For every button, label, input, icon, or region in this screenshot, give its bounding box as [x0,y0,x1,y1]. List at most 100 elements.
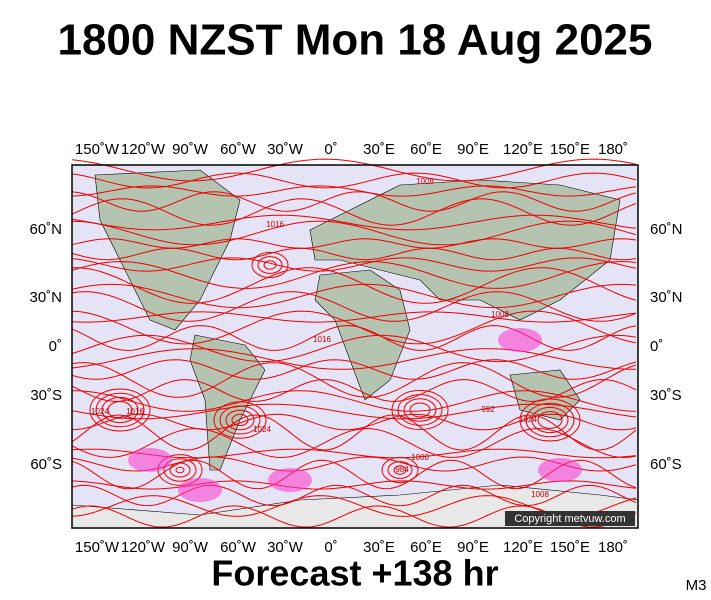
lon-label-bottom: 120˚E [503,539,543,556]
isobar [71,283,637,309]
lon-label-bottom: 180˚ [598,539,628,556]
isobar [71,484,637,507]
lon-label-top: 90˚W [172,141,209,158]
precip [178,478,222,502]
isobar [263,260,277,270]
forecast: Forecast +138 hr [211,553,498,594]
lat-label-left: 30˚S [30,387,62,404]
isobar [71,413,637,431]
lat-label-left: 0˚ [49,338,62,355]
lat-label-right: 60˚S [650,456,682,473]
isobar [531,406,569,434]
lon-label-bottom: 60˚E [410,539,442,556]
isobar [393,465,407,475]
isobar [71,379,637,402]
isobar [219,405,261,435]
lon-label-bottom: 30˚W [267,539,304,556]
lat-label-right: 0˚ [650,338,663,355]
isobar [71,247,637,261]
precip [498,328,542,352]
isobar-label: 1000 [411,453,429,462]
isobar [71,267,637,304]
lon-label-bottom: 150˚W [75,539,120,556]
isobar [169,462,191,478]
lon-label-top: 60˚W [220,141,257,158]
lon-label-bottom: 0˚ [324,539,337,556]
lat-label-right: 30˚N [650,289,683,306]
lon-label-bottom: 150˚E [550,539,590,556]
isobar [95,392,145,428]
lon-label-top: 120˚W [121,141,166,158]
lon-label-top: 90˚E [457,141,489,158]
lon-label-bottom: 30˚E [363,539,395,556]
isobar [71,185,637,197]
isobar [71,310,637,345]
isobar-label: 1024 [519,415,537,424]
isobar [101,396,139,424]
precip [268,468,312,492]
lon-label-top: 120˚E [503,141,543,158]
isobar-label: 1008 [416,177,434,186]
isobar [71,362,637,398]
isobar [71,505,637,528]
lon-label-top: 150˚W [75,141,120,158]
isobar-label: 1008 [531,490,549,499]
isobar-label: 1016 [266,220,284,229]
isobar [525,402,575,438]
isobar [71,220,637,246]
isobar [391,389,449,431]
copyright: Copyright metvuw.com [514,513,625,525]
isobar [71,334,637,363]
lat-label-left: 60˚N [29,221,62,238]
isobar [163,458,197,482]
isobar [409,402,431,418]
isobar [72,390,637,412]
isobar [89,388,151,432]
lon-label-top: 60˚E [410,141,442,158]
isobar [71,495,637,517]
model-code: M3 [686,577,707,594]
isobar [381,456,419,484]
isobar [403,398,437,422]
isobar [71,261,637,289]
isobar [71,291,637,322]
lat-label-left: 30˚N [29,289,62,306]
isobar [107,401,133,419]
isobar [71,238,637,249]
map-frame [71,164,639,529]
isobar [225,409,255,431]
isobar-label: 1024 [91,407,109,416]
lon-label-bottom: 60˚W [220,539,257,556]
isobar-label: 984 [395,465,409,474]
isobar [71,158,637,182]
title: 1800 NZST Mon 18 Aug 2025 [57,16,652,65]
isobar [519,398,581,442]
copyright-box [505,511,635,526]
lon-label-top: 30˚E [363,141,395,158]
isobar [71,414,637,451]
lon-label-top: 180˚ [598,141,628,158]
lon-label-top: 150˚E [550,141,590,158]
lat-label-right: 30˚S [650,387,682,404]
isobar [71,311,637,323]
precip [128,448,172,472]
isobar [175,466,185,474]
lon-label-bottom: 90˚W [172,539,209,556]
lon-label-bottom: 120˚W [121,539,166,556]
isobar [537,411,563,429]
isobar [71,198,637,226]
isobar [71,359,637,380]
lat-label-right: 60˚N [650,221,683,238]
isobar [387,461,413,479]
isobar [231,413,249,427]
isobar [71,427,637,459]
lat-label-left: 60˚S [30,456,62,473]
isobar-label: 1016 [126,407,144,416]
isobar [71,348,636,370]
isobar [71,214,637,231]
lon-label-top: 0˚ [324,141,337,158]
